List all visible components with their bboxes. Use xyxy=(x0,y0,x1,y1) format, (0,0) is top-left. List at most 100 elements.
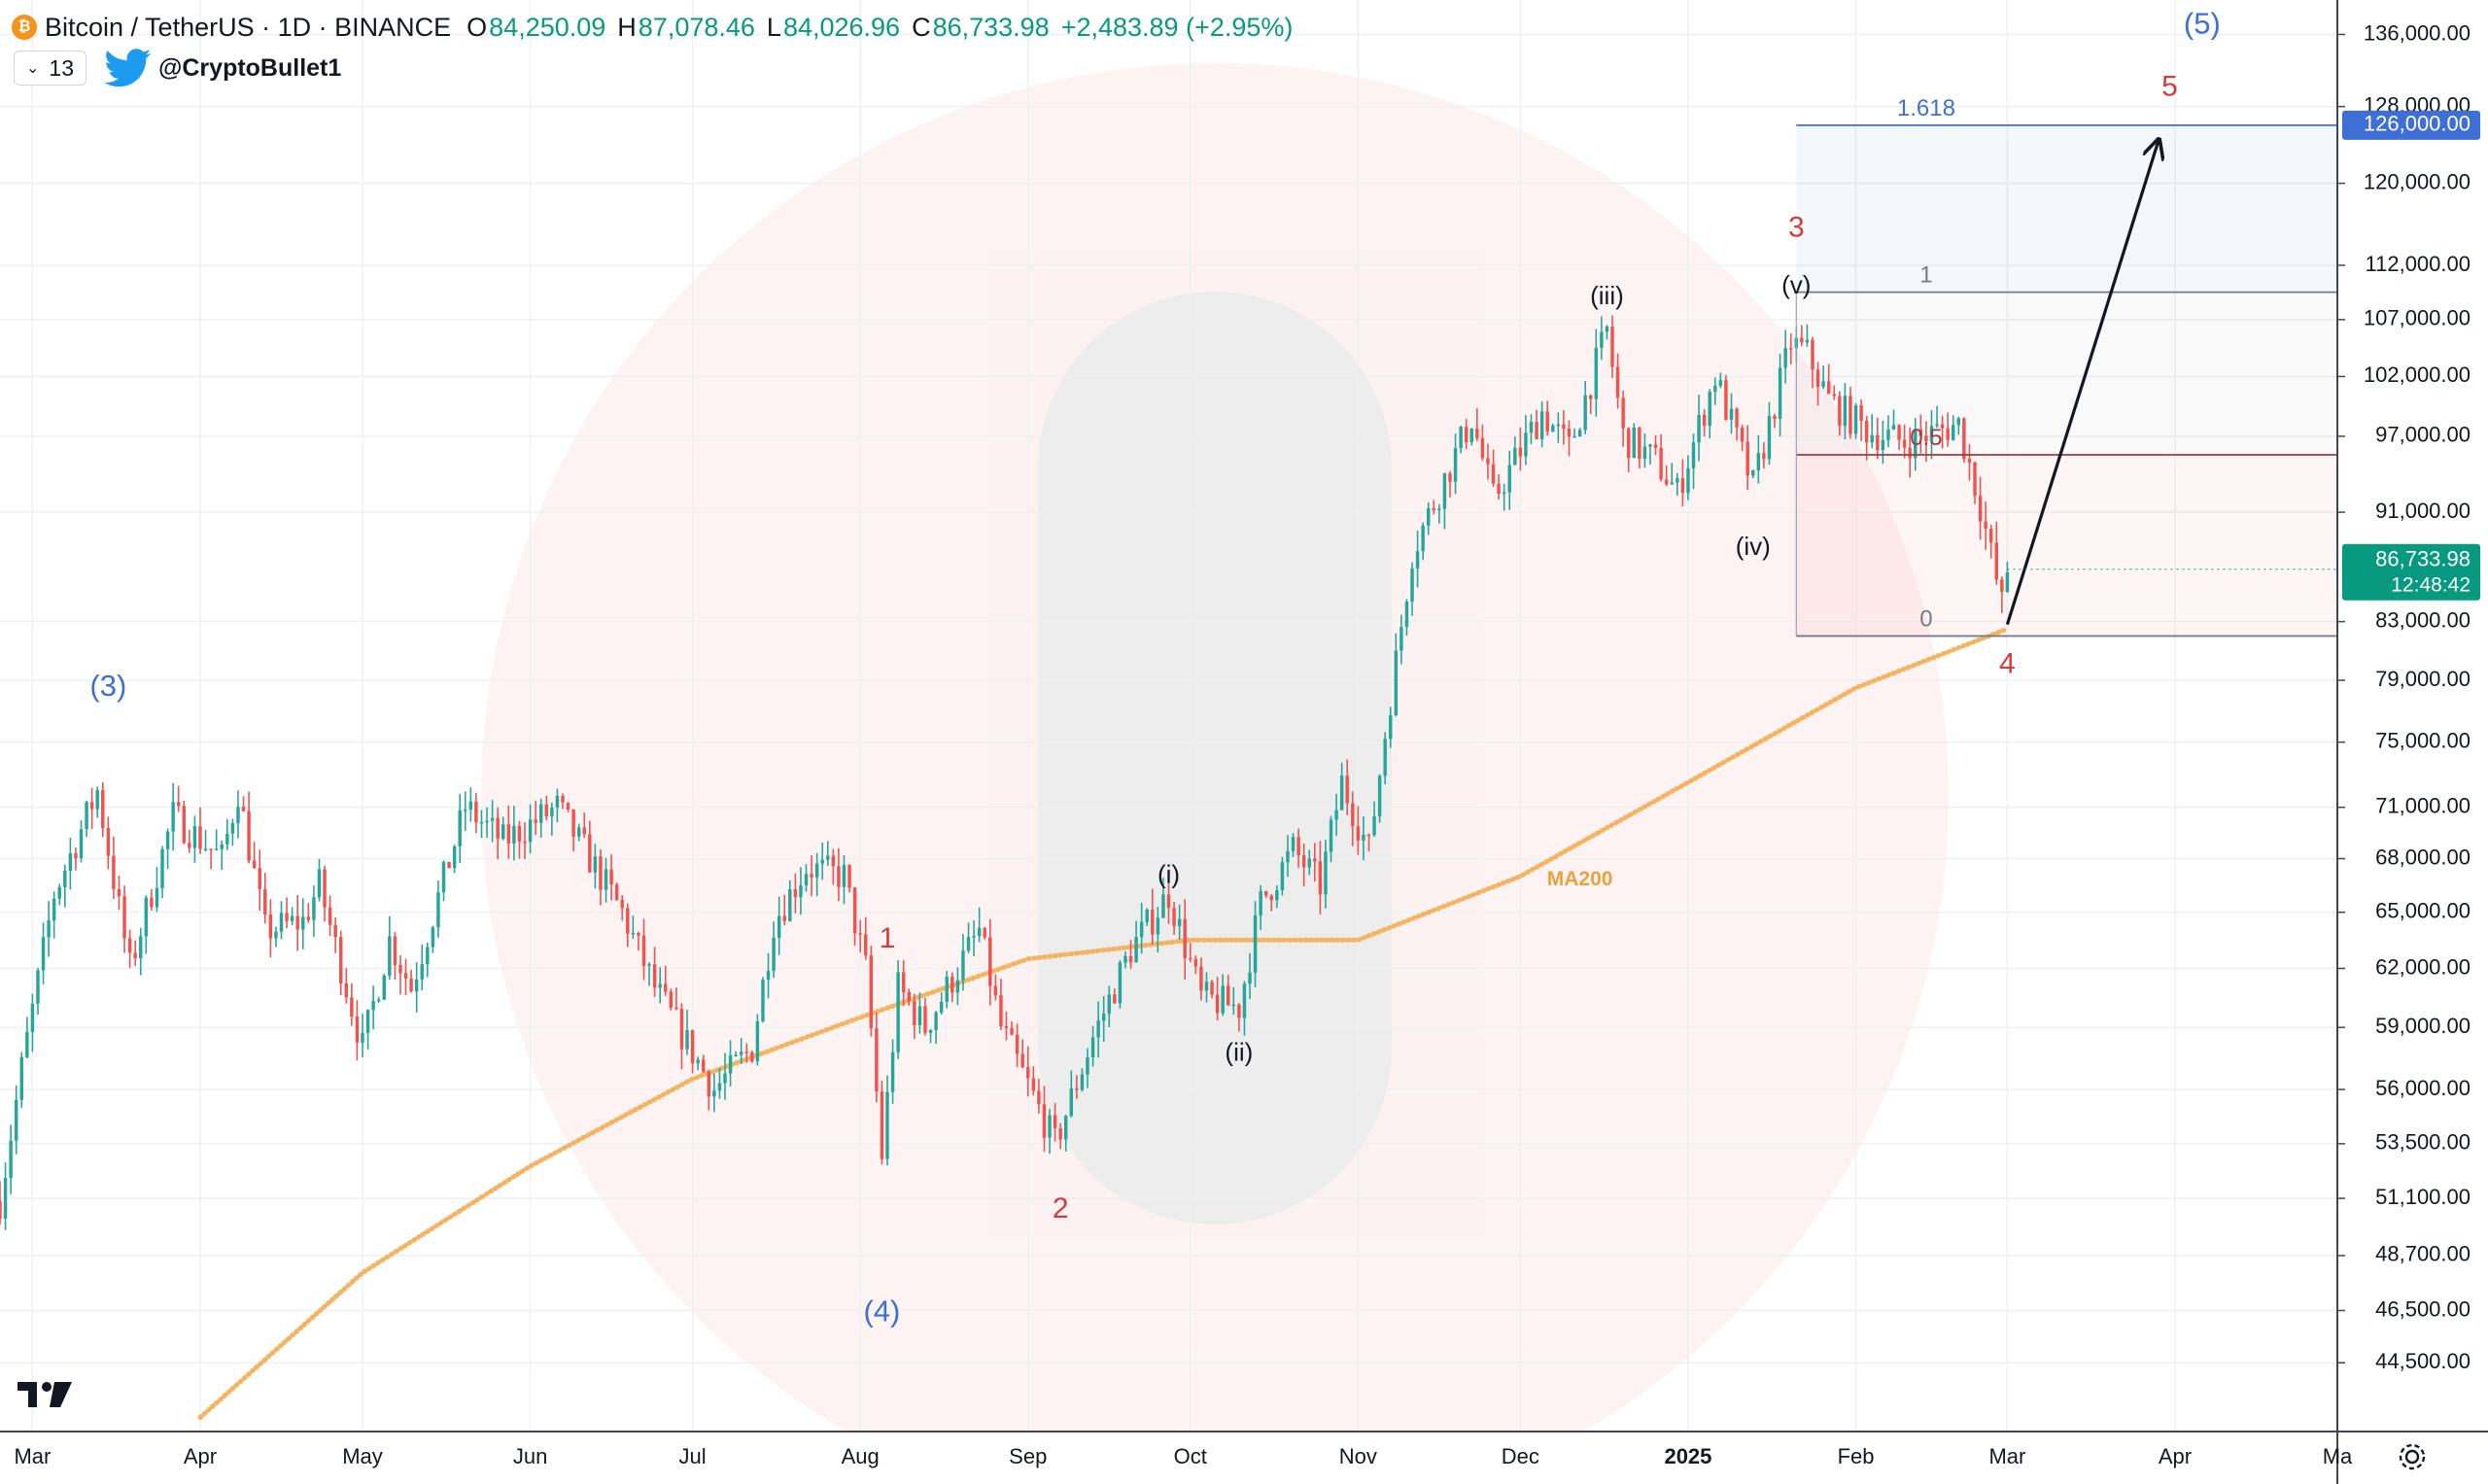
candle-body xyxy=(1372,815,1376,836)
change-value: +2,483.89 (+2.95%) xyxy=(1060,12,1294,42)
price-tick-label: 136,000.00 xyxy=(2364,20,2471,45)
candle-body xyxy=(1524,432,1528,457)
candle-body xyxy=(1259,890,1262,915)
candle-body xyxy=(1221,985,1225,1014)
candle-body xyxy=(1166,894,1171,909)
symbol-title[interactable]: Bitcoin / TetherUS · 1D · BINANCE xyxy=(45,12,452,42)
gear-icon[interactable] xyxy=(2398,1442,2427,1471)
candle-body xyxy=(371,1001,375,1011)
candle-body xyxy=(30,1003,35,1032)
candle-body xyxy=(917,1006,922,1025)
indicators-toggle-button[interactable]: ⌄ 13 xyxy=(14,51,86,86)
price-tick-label: 65,000.00 xyxy=(2375,899,2471,923)
candle-body xyxy=(1042,1104,1047,1138)
candle-body xyxy=(1924,435,1928,442)
candle-body xyxy=(696,1059,700,1064)
candle-body xyxy=(1876,434,1880,451)
candle-body xyxy=(1286,850,1290,863)
candle-body xyxy=(182,806,187,844)
candle-body xyxy=(2005,572,2010,593)
candle-body xyxy=(1394,650,1399,716)
candle-body xyxy=(468,801,473,810)
candle-body xyxy=(192,826,197,848)
fib-level-label: 1 xyxy=(1919,262,1932,289)
candle-body xyxy=(160,848,164,888)
candle-body xyxy=(1708,392,1711,427)
candle-body xyxy=(1886,430,1890,440)
candle-body xyxy=(875,1028,879,1092)
candle-body xyxy=(1058,1127,1062,1140)
candle-body xyxy=(155,887,159,908)
price-tick-label: 53,500.00 xyxy=(2375,1130,2471,1155)
candle-body xyxy=(1735,408,1739,428)
candle-body xyxy=(36,970,40,1004)
candle-body xyxy=(1967,459,1972,463)
candle-body xyxy=(631,932,636,935)
candle-body xyxy=(983,927,986,938)
candle-body xyxy=(1756,453,1761,470)
candle-body xyxy=(1811,339,1814,370)
candle-body xyxy=(993,985,998,996)
candle-body xyxy=(858,933,862,935)
candle-body xyxy=(290,915,294,921)
candle-body xyxy=(1415,551,1420,569)
candle-body xyxy=(955,980,960,993)
candle-body xyxy=(209,848,213,850)
candle-body xyxy=(323,869,327,908)
time-tick-label: Jul xyxy=(679,1444,707,1468)
candle-body xyxy=(766,971,771,980)
candle-body xyxy=(122,896,126,939)
fib-zone-upper xyxy=(1796,292,2337,455)
ma200-line: MA200 xyxy=(197,626,2010,1420)
fib-zone-extension xyxy=(1796,124,2337,293)
candle-body xyxy=(1497,483,1501,494)
candle-body xyxy=(479,821,484,824)
candle-body xyxy=(1183,918,1187,958)
candle-body xyxy=(1263,890,1268,896)
candle-body xyxy=(885,1091,889,1159)
open-value: 84,250.09 xyxy=(489,12,606,42)
candle-body xyxy=(690,1029,695,1064)
candle-body xyxy=(523,841,527,844)
candle-body xyxy=(1296,837,1300,856)
candle-body xyxy=(458,810,462,847)
candle-body xyxy=(1075,1087,1079,1090)
candle-body xyxy=(1562,424,1566,430)
candle-body xyxy=(550,807,554,817)
candle-body xyxy=(0,1200,2,1219)
candle-body xyxy=(826,855,830,860)
candle-body xyxy=(901,972,906,992)
candle-body xyxy=(712,1090,716,1097)
candle-body xyxy=(393,936,397,966)
candle-body xyxy=(2000,579,2004,593)
candle-body xyxy=(576,827,581,837)
candle-body xyxy=(1507,465,1511,493)
candle-body xyxy=(1318,861,1323,895)
candle-body xyxy=(1535,422,1538,439)
time-scale-bg xyxy=(0,1432,2337,1484)
candle-body xyxy=(506,824,511,844)
candle-body xyxy=(285,913,289,921)
candle-body xyxy=(403,973,408,979)
candle-body xyxy=(999,995,1003,1026)
time-tick-label: Mar xyxy=(1988,1444,2025,1468)
candle-body xyxy=(127,938,132,953)
candle-body xyxy=(1123,955,1127,963)
bitcoin-icon: ₿ xyxy=(12,15,37,40)
wave-label: (i) xyxy=(1158,859,1180,888)
candle-body xyxy=(972,936,976,938)
candle-body xyxy=(1594,347,1599,399)
time-tick-label: Feb xyxy=(1838,1444,1875,1468)
time-tick-label: Aug xyxy=(842,1444,880,1468)
watermark-logo xyxy=(481,63,1949,1484)
candle-body xyxy=(528,819,533,843)
candle-body xyxy=(1826,381,1831,395)
candle-body xyxy=(1307,858,1311,868)
candle-body xyxy=(772,937,776,972)
candle-body xyxy=(431,927,435,948)
candle-body xyxy=(1227,985,1230,1006)
candle-body xyxy=(620,899,624,909)
candle-body xyxy=(1177,918,1182,926)
candle-body xyxy=(588,834,592,873)
